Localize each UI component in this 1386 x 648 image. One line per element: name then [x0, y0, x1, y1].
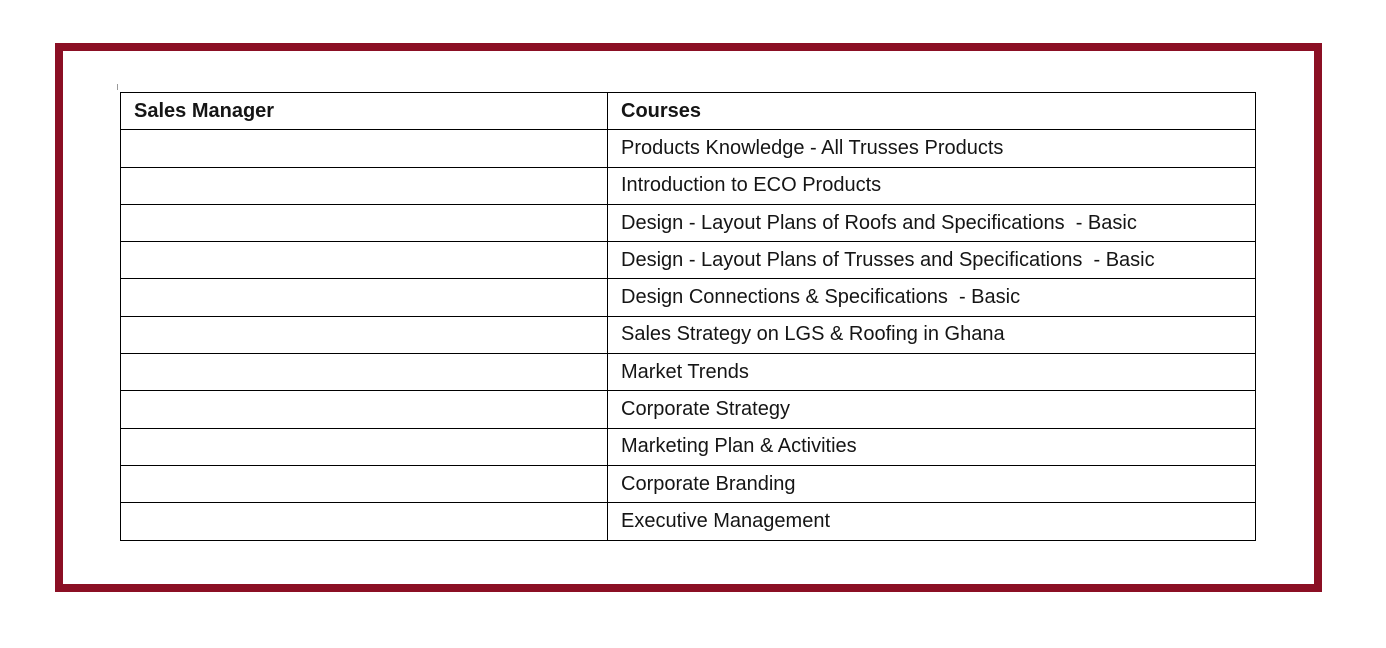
- course-cell: Products Knowledge - All Trusses Product…: [607, 129, 1256, 168]
- sales-manager-cell: [120, 502, 608, 541]
- table-row: Introduction to ECO Products: [120, 166, 1256, 205]
- sales-manager-cell: [120, 166, 608, 205]
- sales-manager-cell: [120, 241, 608, 280]
- table-row: Design - Layout Plans of Roofs and Speci…: [120, 203, 1256, 243]
- table-anchor-tick: [117, 84, 118, 90]
- sales-manager-cell: [120, 353, 608, 392]
- course-cell: Corporate Branding: [607, 464, 1256, 504]
- table-row: Market Trends: [120, 353, 1256, 392]
- course-cell: Design Connections & Specifications - Ba…: [607, 278, 1256, 317]
- course-cell: Market Trends: [607, 353, 1256, 392]
- courses-header: Courses: [607, 91, 1256, 131]
- table-row: Sales Strategy on LGS & Roofing in Ghana: [120, 315, 1256, 355]
- table-row: Design - Layout Plans of Trusses and Spe…: [120, 241, 1256, 280]
- table-row: Executive Management: [120, 502, 1256, 541]
- sales-manager-cell: [120, 390, 608, 429]
- course-cell: Executive Management: [607, 502, 1256, 541]
- sales-manager-cell: [120, 427, 608, 466]
- course-cell: Introduction to ECO Products: [607, 166, 1256, 205]
- table-body: Products Knowledge - All Trusses Product…: [120, 129, 1256, 541]
- sales-manager-cell: [120, 464, 608, 504]
- sales-manager-header: Sales Manager: [120, 91, 608, 131]
- course-cell: Design - Layout Plans of Roofs and Speci…: [607, 203, 1256, 243]
- sales-manager-cell: [120, 203, 608, 243]
- table-header: Sales Manager Courses: [120, 91, 1256, 131]
- table-row: Marketing Plan & Activities: [120, 427, 1256, 466]
- table-row: Products Knowledge - All Trusses Product…: [120, 129, 1256, 168]
- course-cell: Corporate Strategy: [607, 390, 1256, 429]
- course-cell: Sales Strategy on LGS & Roofing in Ghana: [607, 315, 1256, 355]
- course-cell: Design - Layout Plans of Trusses and Spe…: [607, 241, 1256, 280]
- table-row: Corporate Strategy: [120, 390, 1256, 429]
- sales-manager-cell: [120, 315, 608, 355]
- sales-manager-cell: [120, 129, 608, 168]
- courses-table: Sales Manager Courses Products Knowledge…: [120, 91, 1256, 541]
- table-row: Corporate Branding: [120, 464, 1256, 504]
- table-row: Design Connections & Specifications - Ba…: [120, 278, 1256, 317]
- table-header-row: Sales Manager Courses: [120, 91, 1256, 131]
- course-cell: Marketing Plan & Activities: [607, 427, 1256, 466]
- sales-manager-cell: [120, 278, 608, 317]
